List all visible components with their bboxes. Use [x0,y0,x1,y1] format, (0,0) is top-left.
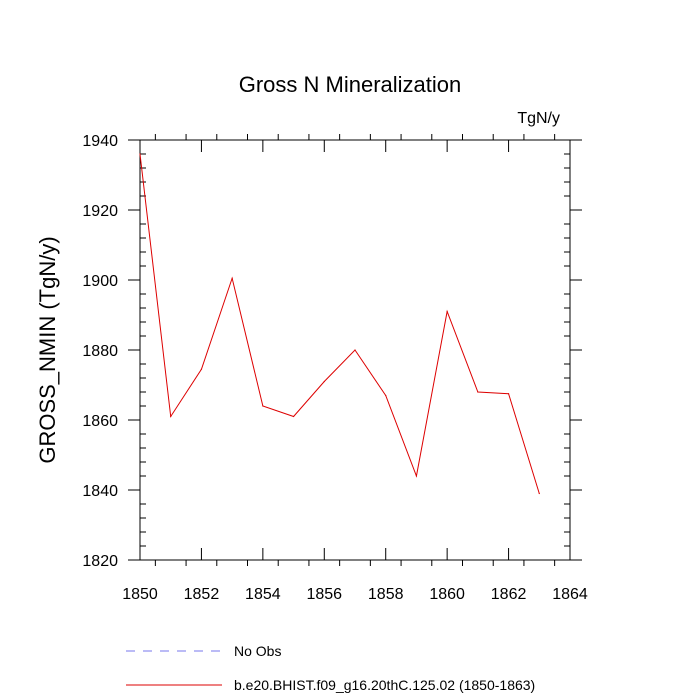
data-point [354,349,356,351]
x-tick-label: 1864 [552,586,588,603]
data-point [477,391,479,393]
data-point [507,393,510,395]
y-tick-label: 1840 [82,483,118,500]
data-point [231,277,233,279]
data-point [139,153,141,155]
x-tick-label: 1862 [491,586,527,603]
legend-label: No Obs [234,643,281,659]
x-tick-label: 1858 [368,586,404,603]
data-point [292,415,295,418]
y-tick-label: 1940 [82,133,118,150]
tick-labels: 1850 1852 1854 1856 1858 1860 1862 1864 1820 1840… [82,133,587,603]
data-point [170,415,172,418]
data-point [538,492,540,495]
x-tick-label: 1860 [429,586,465,603]
y-tick-label: 1920 [82,203,118,220]
y-axis-label: GROSS_NMIN (TgN/y) [35,236,60,463]
legend-label: b.e20.BHIST.f09_g16.20thC.125.02 (1850-1… [234,677,535,693]
x-tick-label: 1852 [184,586,220,603]
y-tick-label: 1880 [82,343,118,360]
y-tick-label: 1860 [82,413,118,430]
data-point [446,310,448,313]
y-tick-label: 1820 [82,553,118,570]
data-point [385,394,387,397]
x-tick-label: 1856 [306,586,342,603]
data-point [323,380,325,383]
data-point [415,475,418,477]
data-point [200,368,203,370]
x-tick-label: 1854 [245,586,281,603]
units-label: TgN/y [517,110,560,127]
y-tick-label: 1900 [82,273,118,290]
legend: No Obs b.e20.BHIST.f09_g16.20thC.125.02 (… [126,643,535,693]
axis-ticks [128,134,582,566]
chart-title: Gross N Mineralization [239,72,462,97]
x-tick-label: 1850 [122,586,158,603]
series-layer [139,153,540,495]
data-point [262,405,264,407]
series-line-0 [139,153,540,494]
